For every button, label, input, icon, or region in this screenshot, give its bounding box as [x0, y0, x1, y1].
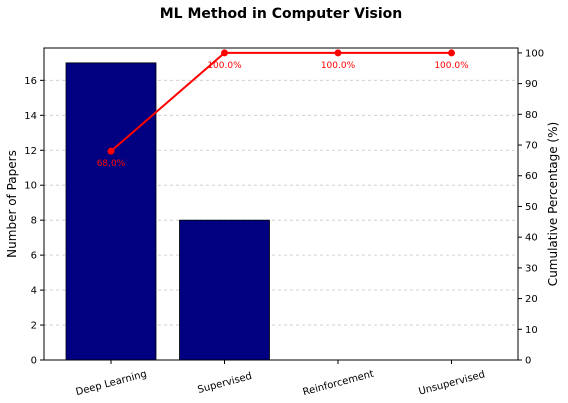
- y2-tick-label-9: 90: [525, 79, 538, 90]
- percentage-labels: 68.0% 100.0% 100.0% 100.0%: [97, 61, 469, 169]
- y2-tick-label-6: 60: [525, 171, 538, 182]
- y-tick-label-7: 14: [24, 111, 37, 122]
- bar-1: [179, 219, 270, 361]
- y2-tick-label-4: 40: [525, 233, 538, 244]
- right-y-ticks: 0 10 20 30 40 50 60 70 80 90 100: [518, 48, 544, 367]
- y-axis-label: Number of Papers: [5, 150, 19, 258]
- x-tick-label-1: Supervised: [197, 371, 254, 396]
- y2-tick-label-8: 80: [525, 110, 538, 121]
- x-tick-label-3: Unsupervised: [418, 369, 487, 397]
- y-tick-label-5: 10: [24, 181, 37, 192]
- y-tick-label-2: 4: [31, 286, 37, 297]
- bar-0: [65, 62, 157, 361]
- cumulative-point-0: [107, 147, 115, 155]
- y-tick-label-0: 0: [31, 356, 37, 367]
- cumulative-line: [107, 49, 455, 155]
- y2-tick-label-3: 30: [525, 263, 538, 274]
- y2-tick-label-1: 10: [525, 325, 538, 336]
- chart-title: ML Method in Computer Vision: [160, 6, 403, 22]
- cumulative-point-1: [221, 49, 228, 57]
- y2-tick-label-7: 70: [525, 141, 538, 152]
- y-tick-label-8: 16: [24, 76, 37, 87]
- x-tick-label-2: Reinforcement: [302, 369, 376, 399]
- bars: [65, 62, 270, 361]
- pct-label-1: 100.0%: [207, 61, 242, 71]
- x-ticks: Deep Learning Supervised Reinforcement Unsu…: [75, 360, 487, 399]
- left-y-ticks: 0 2 4 6 8 10 12 14 16: [24, 76, 44, 367]
- y-tick-label-4: 8: [31, 216, 37, 227]
- pct-label-2: 100.0%: [321, 61, 356, 71]
- cumulative-point-2: [334, 49, 342, 57]
- pct-label-0: 68.0%: [97, 159, 126, 169]
- y-tick-label-1: 2: [31, 321, 37, 332]
- y2-axis-label: Cumulative Percentage (%): [546, 122, 560, 286]
- y-tick-label-6: 12: [24, 146, 37, 157]
- y2-tick-label-10: 100: [525, 48, 544, 59]
- y2-tick-label-5: 50: [525, 202, 538, 213]
- y2-tick-label-0: 0: [525, 356, 531, 367]
- x-tick-label-0: Deep Learning: [75, 369, 148, 399]
- cumulative-polyline: [110, 51, 452, 152]
- y2-tick-label-2: 20: [525, 294, 538, 305]
- cumulative-point-3: [448, 49, 455, 57]
- pct-label-3: 100.0%: [434, 61, 469, 71]
- plot-frame: [43, 47, 519, 361]
- y-tick-label-3: 6: [31, 251, 37, 262]
